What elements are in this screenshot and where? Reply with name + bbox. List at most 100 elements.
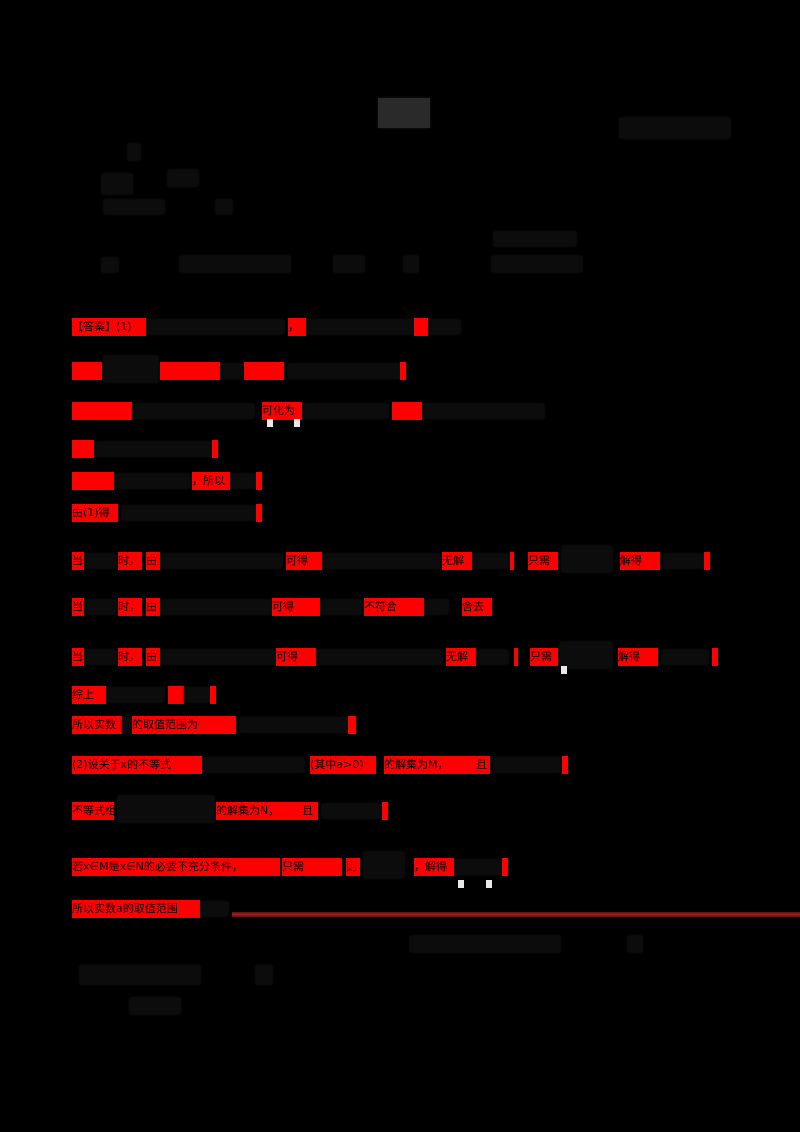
- highlighted-text-span: 时，: [118, 598, 142, 616]
- math-expression-region: [426, 600, 448, 614]
- math-expression-region: [322, 600, 362, 614]
- highlighted-text-span: [392, 402, 422, 420]
- math-expression-region: [288, 364, 408, 378]
- math-expression-region: [162, 650, 282, 664]
- highlighted-text-span: [414, 318, 428, 336]
- highlighted-text-span: [210, 686, 216, 704]
- highlighted-text-span: 可得: [272, 598, 320, 616]
- top-glyph-region: [104, 200, 164, 214]
- highlighted-text-span: 只需: [282, 858, 342, 876]
- footer-glyph-region: [256, 966, 272, 984]
- math-expression-region: [204, 758, 304, 772]
- math-expression-region: [104, 356, 158, 382]
- footer-glyph-region: [628, 936, 642, 952]
- highlighted-text-span: [502, 858, 508, 876]
- math-expression-region: [134, 404, 254, 418]
- bright-mark: [458, 880, 464, 888]
- math-expression-region: [86, 554, 116, 568]
- highlighted-text-span: [212, 440, 218, 458]
- math-expression-region: [662, 650, 708, 664]
- math-expression-region: [494, 758, 560, 772]
- math-expression-region: [162, 554, 282, 568]
- highlighted-text-span: 若x∈M是x∈N的必要不充分条件，: [72, 858, 280, 876]
- header-fraction-glyph: [378, 98, 430, 128]
- highlighted-text-span: [72, 402, 132, 420]
- highlighted-text-span: 无解: [446, 648, 476, 666]
- math-expression-region: [478, 650, 508, 664]
- highlighted-text-span: 可得: [286, 552, 322, 570]
- highlighted-text-span: [510, 552, 514, 570]
- highlighted-text-span: ，解得: [414, 858, 454, 876]
- highlighted-text-span: 无解: [442, 552, 472, 570]
- math-expression-region: [118, 796, 214, 822]
- math-expression-region: [664, 554, 704, 568]
- highlighted-text-span: 由: [146, 598, 160, 616]
- highlighted-text-span: [514, 648, 518, 666]
- top-glyph-region: [492, 256, 582, 272]
- math-expression-region: [424, 404, 544, 418]
- highlighted-text-span: [348, 716, 356, 734]
- math-expression-region: [364, 852, 404, 878]
- footer-glyph-region: [410, 936, 560, 952]
- highlighted-text-span: 所以实数: [72, 716, 122, 734]
- top-glyph-region: [180, 256, 290, 272]
- highlighted-text-span: 时，: [118, 552, 142, 570]
- highlighted-text-span: [72, 472, 114, 490]
- top-glyph-region: [102, 174, 132, 194]
- footer-glyph-region: [80, 966, 200, 984]
- highlighted-text-span: [244, 362, 284, 380]
- math-expression-region: [318, 650, 442, 664]
- top-glyph-region: [216, 200, 232, 214]
- math-expression-region: [86, 650, 116, 664]
- highlighted-text-span: 则: [346, 858, 360, 876]
- highlighted-text-span: 由(1)得: [72, 504, 118, 522]
- highlighted-text-span: 所以实数a的取值范围: [72, 900, 200, 918]
- highlighted-text-span: 由: [146, 648, 160, 666]
- highlighted-text-span: 的取值范围为: [132, 716, 236, 734]
- bright-mark: [267, 419, 273, 427]
- highlighted-text-span: 解得: [618, 648, 658, 666]
- highlighted-text-span: [704, 552, 710, 570]
- header-right-glyphs: [620, 118, 730, 138]
- footer-glyph-region: [130, 998, 180, 1014]
- highlighted-text-span: 可得: [276, 648, 316, 666]
- highlighted-text-span: 且: [476, 756, 490, 774]
- highlighted-text-span: 的解集为N，: [216, 802, 302, 820]
- math-expression-region: [162, 600, 282, 614]
- math-expression-region: [96, 442, 214, 456]
- math-expression-region: [456, 860, 502, 874]
- highlighted-text-span: [712, 648, 718, 666]
- math-expression-region: [222, 364, 242, 378]
- highlighted-text-span: 当: [72, 598, 84, 616]
- math-expression-region: [148, 320, 284, 334]
- highlighted-text-span: ，: [288, 318, 306, 336]
- highlighted-text-span: 只需: [528, 552, 558, 570]
- highlighted-text-span: 可化为: [262, 402, 302, 420]
- math-expression-region: [324, 554, 440, 568]
- math-expression-region: [308, 320, 418, 334]
- highlighted-text-span: 解得: [620, 552, 660, 570]
- highlighted-text-span: [562, 756, 568, 774]
- top-glyph-region: [334, 256, 364, 272]
- math-expression-region: [122, 506, 256, 520]
- highlighted-text-span: [160, 362, 220, 380]
- highlighted-text-span: [72, 440, 94, 458]
- highlighted-text-span: 【答案】(1): [72, 318, 146, 336]
- highlighted-text-span: [256, 472, 262, 490]
- highlighted-text-span: 当: [72, 552, 84, 570]
- math-expression-region: [108, 688, 164, 702]
- math-expression-region: [86, 600, 116, 614]
- top-glyph-region: [168, 170, 198, 186]
- top-glyph-region: [128, 144, 140, 160]
- highlighted-text-span: 综上: [72, 686, 106, 704]
- highlighted-text-span: 的解集为M，: [384, 756, 476, 774]
- math-expression-region: [122, 718, 132, 732]
- highlighted-text-span: 当: [72, 648, 84, 666]
- top-glyph-region: [494, 232, 576, 246]
- highlighted-text-span: 时，: [118, 648, 142, 666]
- highlighted-text-span: [400, 362, 406, 380]
- highlighted-text-span: [168, 686, 184, 704]
- highlighted-text-span: 舍去: [462, 598, 492, 616]
- math-expression-region: [116, 474, 190, 488]
- math-expression-region: [560, 642, 612, 668]
